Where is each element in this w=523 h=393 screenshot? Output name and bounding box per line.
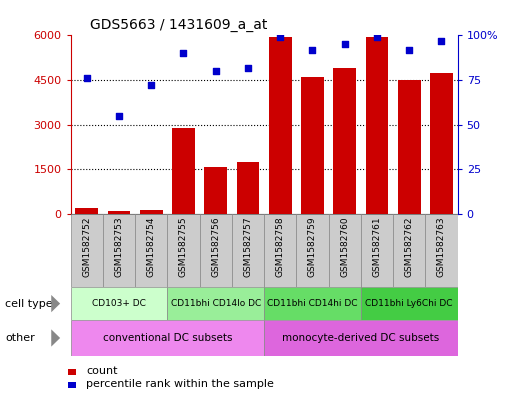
Bar (75, 208, 98, 214)
Bar (264, 320, 458, 356)
Bar (269, 37, 291, 214)
Bar (264, 214, 297, 287)
Bar (425, 214, 458, 287)
Text: GSM1582763: GSM1582763 (437, 217, 446, 277)
Bar (301, 77, 324, 214)
Bar (204, 167, 227, 214)
Bar (430, 73, 453, 214)
Text: cell type: cell type (5, 299, 53, 309)
Bar (200, 214, 232, 287)
Point (276, 34, 285, 40)
Text: GSM1582756: GSM1582756 (211, 217, 220, 277)
Text: CD11bhi CD14hi DC: CD11bhi CD14hi DC (267, 299, 358, 308)
Text: conventional DC subsets: conventional DC subsets (103, 333, 232, 343)
Text: other: other (5, 333, 35, 343)
Bar (232, 214, 264, 287)
Bar (71, 214, 103, 287)
Text: percentile rank within the sample: percentile rank within the sample (86, 379, 274, 389)
Text: count: count (86, 366, 118, 376)
Bar (366, 37, 388, 214)
Text: GSM1582761: GSM1582761 (372, 217, 381, 277)
Text: GSM1582757: GSM1582757 (244, 217, 253, 277)
Bar (361, 214, 393, 287)
Text: GDS5663 / 1431609_a_at: GDS5663 / 1431609_a_at (90, 18, 267, 31)
Text: GSM1582758: GSM1582758 (276, 217, 285, 277)
Bar (393, 214, 425, 287)
Text: monocyte-derived DC subsets: monocyte-derived DC subsets (282, 333, 439, 343)
Bar (71, 287, 167, 320)
Bar (103, 214, 135, 287)
Point (437, 38, 446, 44)
Text: GSM1582754: GSM1582754 (147, 217, 156, 277)
Point (373, 34, 381, 40)
Point (309, 46, 317, 53)
Text: GSM1582759: GSM1582759 (308, 217, 317, 277)
Bar (167, 287, 264, 320)
Point (244, 64, 252, 71)
Point (211, 68, 220, 74)
Bar (71, 320, 264, 356)
Bar (237, 162, 259, 214)
Point (115, 113, 123, 119)
Point (340, 41, 349, 48)
Text: GSM1582760: GSM1582760 (340, 217, 349, 277)
Bar (361, 287, 458, 320)
Text: GSM1582753: GSM1582753 (115, 217, 123, 277)
Text: GSM1582752: GSM1582752 (82, 217, 91, 277)
Point (179, 50, 188, 56)
Bar (297, 214, 328, 287)
Bar (398, 80, 420, 214)
Point (83, 75, 91, 81)
Point (405, 46, 413, 53)
Bar (167, 214, 200, 287)
Text: CD11bhi Ly6Chi DC: CD11bhi Ly6Chi DC (366, 299, 453, 308)
Bar (334, 68, 356, 214)
Text: GSM1582755: GSM1582755 (179, 217, 188, 277)
Bar (140, 210, 163, 214)
Point (147, 82, 155, 88)
Bar (264, 287, 361, 320)
Bar (108, 211, 130, 214)
Text: GSM1582762: GSM1582762 (405, 217, 414, 277)
Bar (328, 214, 361, 287)
Bar (135, 214, 167, 287)
Text: CD11bhi CD14lo DC: CD11bhi CD14lo DC (170, 299, 261, 308)
Text: CD103+ DC: CD103+ DC (92, 299, 146, 308)
Bar (172, 128, 195, 214)
